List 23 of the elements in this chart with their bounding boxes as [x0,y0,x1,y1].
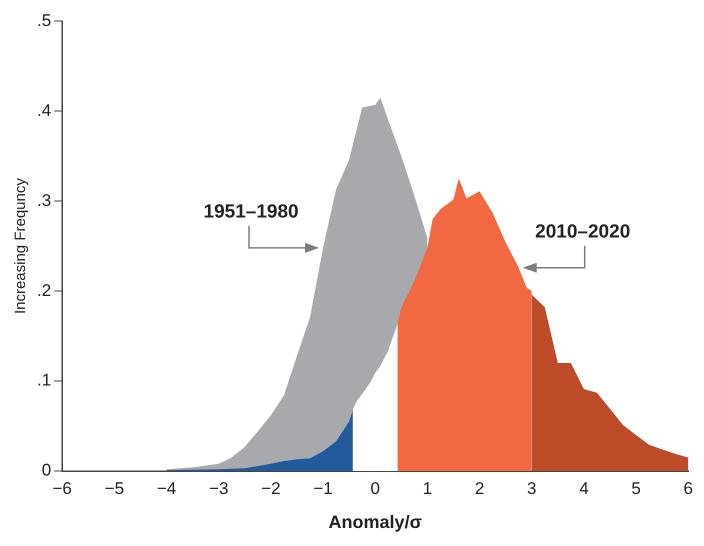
x-tick-label: 4 [579,478,589,498]
y-axis-title: Increasing Frequncy [12,178,30,314]
x-tick-label: −4 [156,478,176,498]
x-tick-label: −6 [52,478,72,498]
y-tick-label: .5 [36,10,52,30]
x-tick-label: −1 [313,478,333,498]
y-tick-label: 0 [42,460,52,480]
annotation: 2010–2020 [535,221,630,242]
x-tick-label: 5 [631,478,641,498]
y-tick-label: .4 [36,100,52,120]
x-tick-label: 0 [370,478,380,498]
x-tick-label: 2 [474,478,484,498]
x-axis-title: Anomaly/σ [328,512,422,532]
x-tick-label: −5 [104,478,124,498]
x-tick-label: −3 [209,478,228,498]
annotation: 1951–1980 [203,202,299,223]
y-tick-label: .2 [36,280,52,300]
y-tick-label: .1 [36,370,52,390]
x-tick-label: 3 [527,478,536,498]
x-tick-label: −2 [261,478,281,498]
x-tick-label: 6 [684,478,694,498]
y-tick-label: .3 [36,190,52,210]
x-tick-label: 1 [422,478,432,498]
